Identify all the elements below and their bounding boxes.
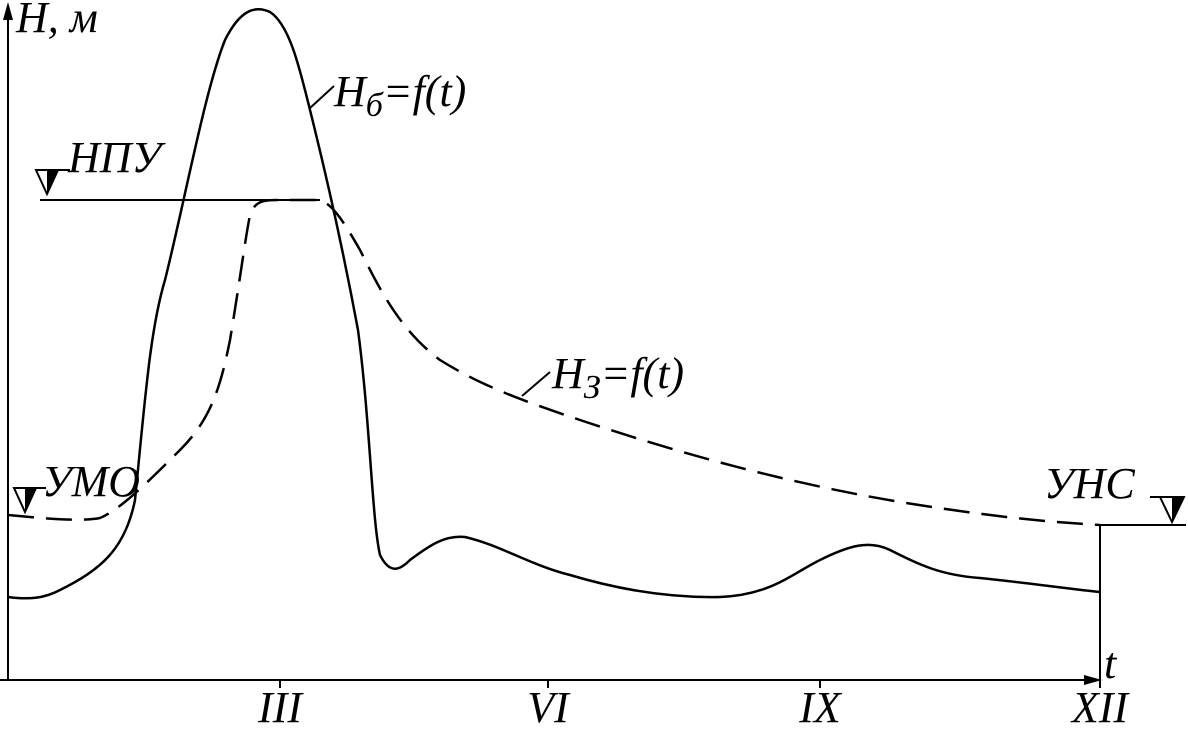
leader-line	[309, 85, 335, 109]
label-sub: З	[584, 369, 601, 406]
uns-label: УНС	[1044, 459, 1135, 508]
npu-label: НПУ	[67, 133, 167, 182]
month-label: IX	[798, 683, 843, 724]
level-marker	[1150, 496, 1186, 525]
level-marker	[12, 487, 46, 515]
umo-label: УМО	[42, 457, 140, 506]
month-label: XII	[1070, 683, 1131, 724]
month-label: VI	[527, 683, 571, 724]
top-curve-label: HЗ=f(t)	[551, 349, 684, 406]
x-axis-label: t	[1104, 639, 1118, 688]
bottom-level-curve	[7, 8, 1101, 600]
label-rest: =f(t)	[601, 349, 684, 398]
leader-line	[521, 371, 551, 397]
x-arrow	[1084, 675, 1102, 685]
y-axis-label: H, м	[15, 0, 98, 42]
top-level-curve	[7, 198, 1101, 527]
label-main: H	[333, 67, 368, 116]
month-label: III	[257, 683, 304, 724]
bottom-curve-label: Hб=f(t)	[333, 67, 466, 124]
level-marker	[34, 169, 70, 197]
label-main: H	[551, 349, 586, 398]
y-arrow	[3, 2, 13, 20]
label-sub: б	[366, 87, 385, 124]
label-rest: =f(t)	[383, 67, 466, 116]
